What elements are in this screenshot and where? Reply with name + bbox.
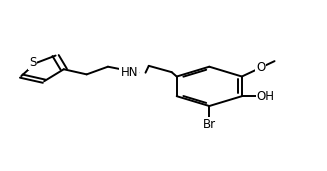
Text: O: O [256,61,266,74]
Text: HN: HN [120,66,138,79]
Text: S: S [29,56,36,69]
Text: OH: OH [257,90,275,103]
Text: Br: Br [203,118,216,131]
